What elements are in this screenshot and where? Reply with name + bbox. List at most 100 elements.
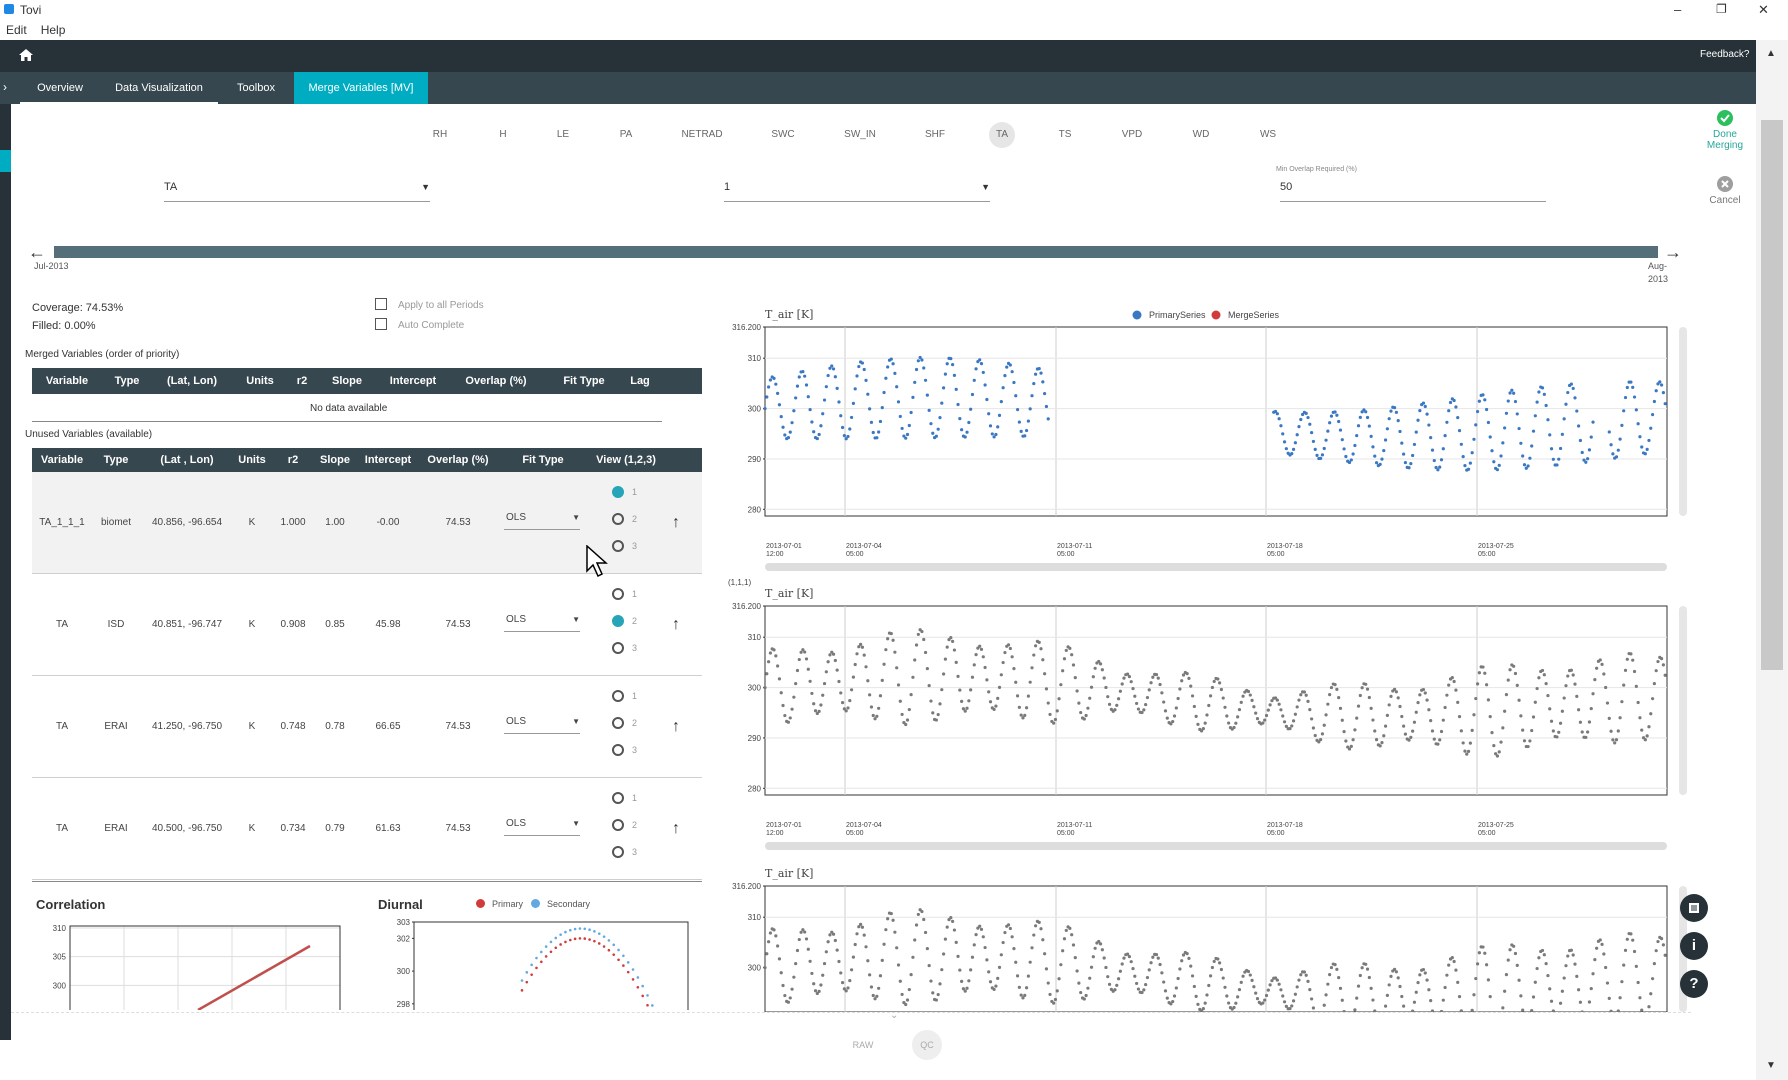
tab-toolbox[interactable]: Toolbox <box>237 82 275 94</box>
move-up-arrow-icon[interactable]: ↑ <box>672 718 680 735</box>
sidebar-expand-icon[interactable]: › <box>3 80 7 94</box>
view-radio-2[interactable] <box>612 513 624 525</box>
view-radio-2[interactable] <box>612 615 624 627</box>
cell-units: K <box>248 517 256 528</box>
qc-button[interactable]: QC <box>912 1030 942 1060</box>
help-button[interactable]: ? <box>1680 970 1708 998</box>
data-point <box>1355 996 1359 1000</box>
data-point <box>1643 452 1647 456</box>
variable-chip-pa[interactable]: PA <box>619 129 633 140</box>
data-point <box>941 952 946 956</box>
data-point <box>1216 677 1220 681</box>
fit-type-select[interactable]: OLS ▼ <box>504 816 580 836</box>
tab-merge-variables[interactable]: Merge Variables [MV] <box>294 72 428 104</box>
y-tick-label: 300 <box>397 967 411 976</box>
variable-chip-le[interactable]: LE <box>556 129 570 140</box>
data-point <box>866 679 870 683</box>
view-radio-1[interactable] <box>612 486 624 498</box>
data-point <box>905 718 910 722</box>
min-overlap-input[interactable]: 50 <box>1280 172 1546 202</box>
fit-type-select[interactable]: OLS ▼ <box>504 612 580 632</box>
variable-chip-sw-in[interactable]: SW_IN <box>844 129 876 140</box>
timeline-next-arrow-icon[interactable]: → <box>1664 242 1682 262</box>
menu-edit[interactable]: Edit <box>6 23 27 37</box>
data-point <box>1504 972 1509 977</box>
scroll-thumb[interactable] <box>1761 120 1783 670</box>
move-up-arrow-icon[interactable]: ↑ <box>672 616 680 633</box>
view-radio-1[interactable] <box>612 588 624 600</box>
variable-chip-ws[interactable]: WS <box>1259 129 1277 140</box>
menu-help[interactable]: Help <box>40 23 66 37</box>
data-point <box>540 950 543 954</box>
cancel-button[interactable]: Cancel <box>1700 176 1750 206</box>
data-point <box>1216 957 1220 961</box>
view-radio-3[interactable] <box>612 540 624 552</box>
fit-type-select[interactable]: OLS ▼ <box>504 510 580 530</box>
table-row[interactable]: TA ERAI 40.500, -96.750 K 0.734 0.79 61.63 74.5… <box>32 778 702 880</box>
notes-button[interactable] <box>1680 894 1708 922</box>
maximize-button[interactable]: ❐ <box>1716 2 1727 16</box>
apply-all-checkbox[interactable] <box>375 298 387 310</box>
scroll-up-icon[interactable]: ▲ <box>1766 48 1776 59</box>
data-point <box>940 968 944 972</box>
table-row[interactable]: TA ISD 40.851, -96.747 K 0.908 0.85 45.98 74.53… <box>32 574 702 676</box>
view-radio-3[interactable] <box>612 744 624 756</box>
variable-chip-shf[interactable]: SHF <box>925 129 945 140</box>
view-radio-2[interactable] <box>612 819 624 831</box>
period-select[interactable]: 1 ▼ <box>724 172 990 202</box>
data-point <box>1268 983 1272 987</box>
data-point <box>1515 683 1519 687</box>
data-point <box>1486 978 1491 982</box>
data-point <box>1414 710 1418 714</box>
view-radio-1[interactable] <box>612 690 624 702</box>
chart-scrollbar[interactable] <box>765 842 1667 850</box>
variable-chip-h[interactable]: H <box>499 129 507 140</box>
variable-chip-vpd[interactable]: VPD <box>1121 129 1143 140</box>
auto-complete-checkbox[interactable] <box>375 318 387 330</box>
feedback-link[interactable]: Feedback? <box>1700 49 1750 60</box>
data-point <box>945 362 949 366</box>
timeline-bar[interactable] <box>54 246 1658 258</box>
variable-chip-ts[interactable]: TS <box>1058 129 1072 140</box>
view-radio-3[interactable] <box>612 642 624 654</box>
time-series-charts: T_air [K] PrimarySeries MergeSeries 316.200… <box>728 308 1687 1012</box>
data-point <box>578 937 582 940</box>
variable-select[interactable]: TA ▼ <box>164 172 430 202</box>
scroll-down-icon[interactable]: ▼ <box>1766 1060 1776 1071</box>
variable-chip-netrad[interactable]: NETRAD <box>681 129 723 140</box>
panel-scrollbar[interactable] <box>1679 606 1687 795</box>
data-point <box>871 993 875 998</box>
check-circle-icon <box>1717 110 1733 126</box>
panel-scrollbar[interactable] <box>1679 327 1687 516</box>
variable-chip-wd[interactable]: WD <box>1192 129 1210 140</box>
table-row[interactable]: TA ERAI 41.250, -96.750 K 0.748 0.78 66.65 74.5… <box>32 676 702 778</box>
move-up-arrow-icon[interactable]: ↑ <box>672 514 680 531</box>
view-radio-2[interactable] <box>612 717 624 729</box>
raw-button[interactable]: RAW <box>852 1040 874 1050</box>
view-radio-1[interactable] <box>612 792 624 804</box>
view-radio-3[interactable] <box>612 846 624 858</box>
cell-type: ISD <box>107 619 125 630</box>
tab-data-visualization[interactable]: Data Visualization <box>100 72 218 104</box>
tab-overview[interactable]: Overview <box>20 72 100 104</box>
variable-chip-swc[interactable]: SWC <box>771 129 795 140</box>
move-up-arrow-icon[interactable]: ↑ <box>672 820 680 837</box>
variable-chip-ta[interactable]: TA <box>989 122 1015 148</box>
chart-scrollbar[interactable] <box>765 563 1667 571</box>
fit-type-select[interactable]: OLS ▼ <box>504 714 580 734</box>
footer-chevron-icon[interactable]: ⌄ <box>890 1010 899 1021</box>
data-point <box>1147 968 1151 972</box>
data-point <box>783 433 787 437</box>
home-icon[interactable] <box>18 48 34 62</box>
data-point <box>952 648 957 652</box>
data-point <box>1629 932 1633 936</box>
variable-chip-rh[interactable]: RH <box>432 129 448 140</box>
done-merging-button[interactable]: Done Merging <box>1700 110 1750 151</box>
close-button[interactable]: ✕ <box>1758 2 1769 17</box>
view-radio-label: 3 <box>632 643 638 653</box>
minimize-button[interactable]: – <box>1674 2 1682 17</box>
data-point <box>1421 967 1426 972</box>
page-scrollbar[interactable]: ▲ ▼ <box>1756 40 1788 1080</box>
info-button[interactable]: i <box>1680 932 1708 960</box>
timeline-prev-arrow-icon[interactable]: ← <box>28 242 46 262</box>
